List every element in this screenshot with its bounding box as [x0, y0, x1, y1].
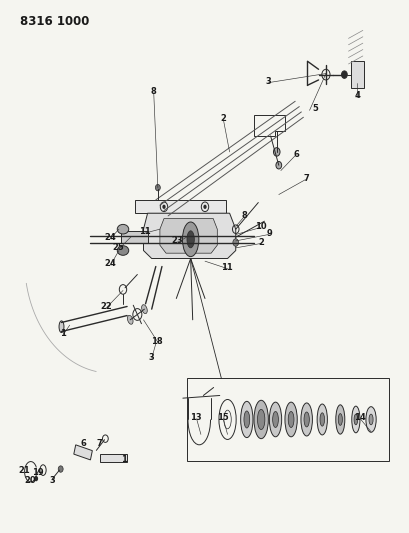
Text: 14: 14: [353, 413, 365, 422]
Circle shape: [203, 205, 206, 209]
Ellipse shape: [288, 411, 293, 427]
Text: 25: 25: [112, 244, 124, 252]
Ellipse shape: [253, 400, 268, 439]
Ellipse shape: [117, 246, 128, 255]
Ellipse shape: [182, 222, 198, 256]
Text: 5: 5: [312, 104, 318, 113]
Ellipse shape: [127, 316, 133, 324]
Ellipse shape: [303, 412, 309, 427]
Text: 6: 6: [80, 440, 86, 448]
Ellipse shape: [351, 406, 359, 433]
Text: 2: 2: [220, 114, 226, 123]
Ellipse shape: [141, 305, 147, 313]
Bar: [121, 231, 147, 243]
Circle shape: [273, 148, 279, 156]
Ellipse shape: [117, 224, 128, 234]
Ellipse shape: [243, 411, 249, 428]
Ellipse shape: [187, 231, 194, 248]
Ellipse shape: [240, 401, 252, 438]
Text: 8: 8: [241, 212, 247, 220]
Ellipse shape: [365, 407, 375, 432]
Text: 20: 20: [24, 476, 36, 484]
Ellipse shape: [269, 402, 281, 437]
Text: 18: 18: [151, 337, 162, 345]
Text: 22: 22: [100, 302, 111, 311]
Ellipse shape: [317, 404, 327, 435]
Ellipse shape: [272, 411, 278, 427]
Circle shape: [232, 239, 238, 246]
Text: 3: 3: [49, 476, 55, 484]
Text: 13: 13: [190, 414, 201, 422]
Text: 23: 23: [171, 237, 183, 245]
Bar: [350, 61, 363, 88]
Text: 3: 3: [265, 77, 271, 85]
Bar: [186, 378, 389, 461]
Circle shape: [58, 466, 63, 472]
Text: 21: 21: [18, 466, 29, 475]
Text: 11: 11: [220, 263, 232, 272]
Text: 10: 10: [255, 222, 266, 231]
Ellipse shape: [337, 414, 342, 425]
Circle shape: [275, 161, 281, 169]
Text: 9: 9: [266, 229, 272, 238]
Polygon shape: [160, 219, 217, 253]
Ellipse shape: [335, 405, 344, 434]
Text: 3: 3: [148, 353, 153, 361]
Text: 7: 7: [303, 174, 309, 183]
Polygon shape: [135, 200, 225, 213]
Bar: [100, 454, 127, 462]
Ellipse shape: [59, 321, 64, 333]
Ellipse shape: [319, 413, 324, 426]
Text: 7: 7: [97, 440, 102, 448]
Circle shape: [162, 205, 165, 209]
Text: 19: 19: [32, 468, 44, 477]
Text: 1: 1: [60, 329, 65, 337]
Ellipse shape: [300, 403, 312, 436]
Text: 8316 1000: 8316 1000: [20, 15, 90, 28]
Ellipse shape: [368, 414, 372, 425]
Text: 15: 15: [216, 414, 228, 422]
Text: 1: 1: [121, 456, 127, 464]
Text: 11: 11: [139, 228, 150, 236]
Circle shape: [341, 71, 346, 78]
Ellipse shape: [284, 402, 297, 437]
Bar: [74, 445, 92, 460]
Ellipse shape: [257, 409, 264, 430]
Text: 24: 24: [104, 233, 115, 241]
Text: 6: 6: [292, 150, 298, 159]
Text: 24: 24: [104, 260, 115, 268]
Circle shape: [155, 184, 160, 191]
Ellipse shape: [353, 414, 357, 425]
Text: 4: 4: [354, 91, 360, 100]
Text: 8: 8: [151, 87, 156, 96]
Polygon shape: [143, 213, 235, 259]
Text: 2: 2: [258, 238, 263, 247]
Circle shape: [34, 476, 38, 481]
